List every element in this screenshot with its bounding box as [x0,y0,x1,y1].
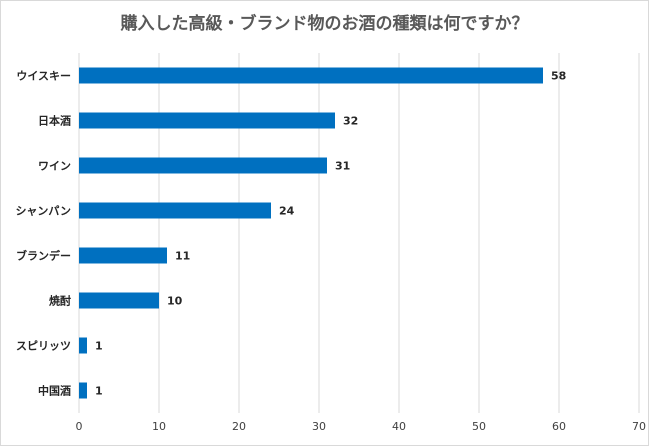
x-tick-label: 10 [152,420,166,433]
category-label: ワイン [38,160,71,173]
bar [79,292,159,309]
x-tick-label: 70 [632,420,646,433]
category-label: 日本酒 [38,114,71,128]
bar [79,247,167,264]
x-tick-label: 50 [472,420,486,433]
x-tick-label: 40 [392,420,406,433]
category-label: ブランデー [16,249,71,263]
category-label: 中国酒 [38,384,71,398]
x-tick-label: 20 [232,420,246,433]
data-label: 1 [95,385,103,398]
data-label: 10 [167,295,183,308]
data-label: 11 [175,250,190,263]
data-label: 32 [343,115,358,128]
category-label: ウイスキー [16,70,71,83]
data-label: 1 [95,340,103,353]
bar [79,337,87,354]
data-label: 31 [335,160,350,173]
bar [79,112,335,129]
bar [79,67,543,84]
data-label: 24 [279,205,295,218]
x-tick-label: 60 [552,420,566,433]
data-label: 58 [551,70,566,83]
bar [79,157,327,174]
category-label: 焼酎 [49,294,71,308]
category-label: スピリッツ [16,340,71,353]
x-tick-label: 30 [312,420,326,433]
x-tick-label: 0 [76,420,83,433]
bar [79,202,271,219]
chart-title: 購入した高級・ブランド物のお酒の種類は何ですか？ [120,14,529,34]
bar [79,382,87,399]
category-label: シャンパン [15,205,71,218]
